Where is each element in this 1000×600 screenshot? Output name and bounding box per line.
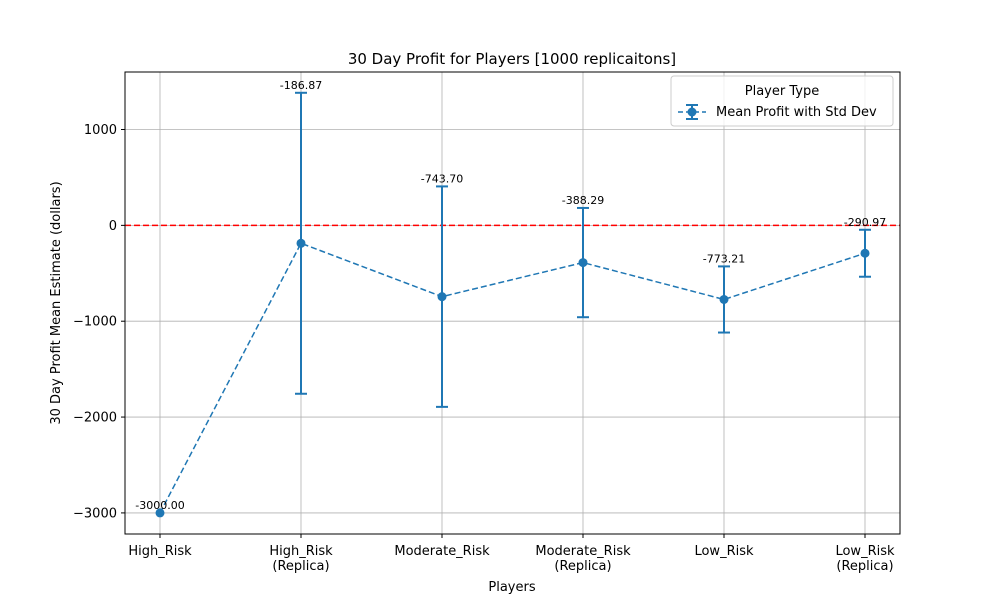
y-tick-label: −2000 <box>73 411 117 426</box>
x-tick-label: High_Risk <box>128 544 192 559</box>
x-tick-label: (Replica) <box>554 559 611 574</box>
x-tick-label: Moderate_Risk <box>535 544 631 559</box>
data-label: -388.29 <box>562 194 604 207</box>
legend: Player Type Mean Profit with Std Dev <box>670 75 894 127</box>
y-axis-label: 30 Day Profit Mean Estimate (dollars) <box>49 181 64 424</box>
legend-title: Player Type <box>745 84 819 99</box>
data-point <box>296 238 306 248</box>
x-tick-label: (Replica) <box>836 559 893 574</box>
data-point <box>860 248 870 258</box>
legend-series-icon <box>678 104 706 120</box>
x-tick-label: High_Risk <box>269 544 333 559</box>
y-tick-label: 1000 <box>84 123 117 138</box>
legend-box <box>670 75 894 127</box>
data-point <box>155 508 165 518</box>
data-point <box>719 294 729 304</box>
x-tick-label: Moderate_Risk <box>394 544 490 559</box>
x-axis-label: Players <box>488 580 535 595</box>
x-tick-label: (Replica) <box>272 559 329 574</box>
data-label: -290.97 <box>844 216 886 229</box>
data-label: -743.70 <box>421 172 463 185</box>
legend-series-label: Mean Profit with Std Dev <box>716 105 877 120</box>
data-label: -773.21 <box>703 252 745 265</box>
series-group: -3000.00 -186.87 -743.70 -388.29 -773.21 -290… <box>135 79 886 518</box>
data-label: -186.87 <box>280 79 322 92</box>
plot-frame <box>124 71 901 535</box>
data-point <box>578 258 588 268</box>
series-line <box>159 242 866 514</box>
y-tick-label: −3000 <box>73 506 117 521</box>
ticks: High_Risk High_Risk(Replica)Moderate_Risk… <box>73 123 895 574</box>
data-point <box>437 292 447 302</box>
x-tick-label: Low_Risk <box>835 544 895 559</box>
x-tick-label: Low_Risk <box>694 544 754 559</box>
data-label: -3000.00 <box>135 499 184 512</box>
y-tick-label: −1000 <box>73 315 117 330</box>
y-tick-label: 0 <box>109 219 117 234</box>
chart-title: 30 Day Profit for Players [1000 replicai… <box>348 50 676 68</box>
